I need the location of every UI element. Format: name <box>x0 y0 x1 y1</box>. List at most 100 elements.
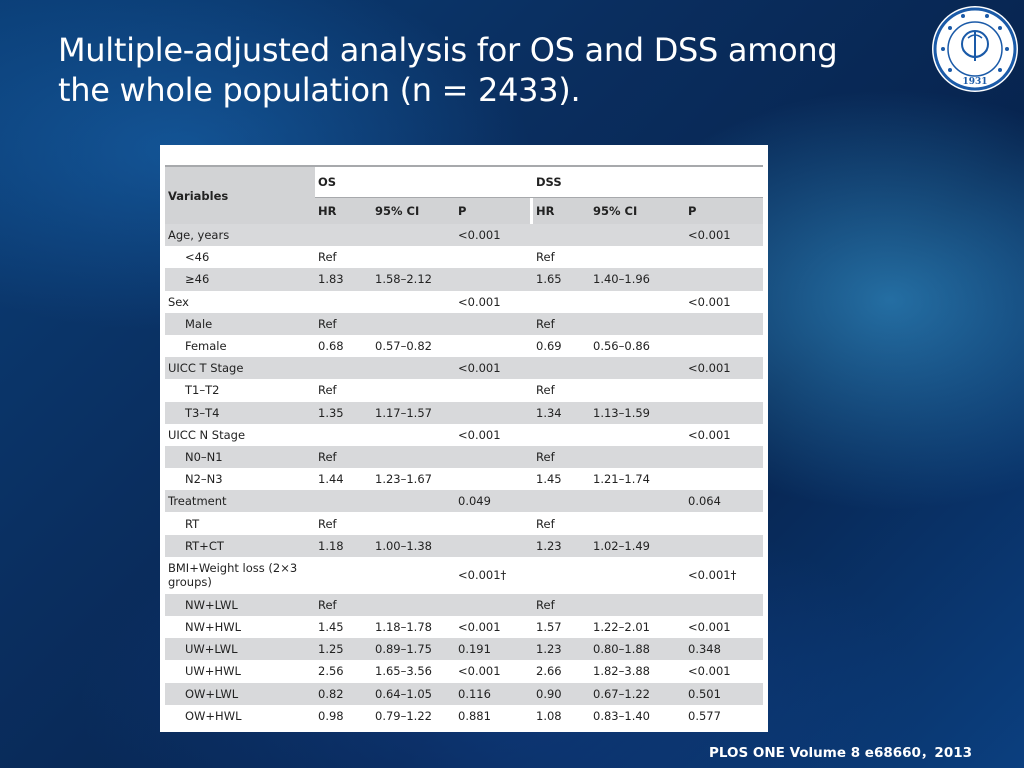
cell-label: UICC N Stage <box>168 427 246 442</box>
cell-label: NW+HWL <box>185 620 242 635</box>
header-dss-ci: 95% CI <box>590 197 686 224</box>
cell-dss-hr: 1.08 <box>536 708 562 723</box>
cell-os-p <box>455 401 531 424</box>
cell-dss-p: <0.001 <box>685 357 764 380</box>
cell-os-ci <box>372 312 455 335</box>
cell-os-ci <box>372 224 455 247</box>
cell-dss-p <box>685 312 764 335</box>
cell-os-ci: 1.17–1.57 <box>372 401 455 424</box>
cell-os-p: <0.001 <box>458 664 501 679</box>
cell-os-hr: 2.56 <box>318 664 344 679</box>
cell-dss-ci: 1.02–1.49 <box>590 534 686 557</box>
cell-os-hr <box>315 557 372 594</box>
cell-dss-p <box>685 534 764 557</box>
cell-dss-hr: Ref <box>533 593 591 616</box>
cell-os-p <box>455 445 531 469</box>
slide-title-line-2: the whole population (n = 2433). <box>58 71 581 109</box>
cell-dss-ci: 0.83–1.40 <box>593 708 650 723</box>
cell-dss-p: <0.001 <box>688 294 731 309</box>
header-dss-p: P <box>685 197 764 224</box>
table-top-rule <box>165 145 763 167</box>
cell-dss-ci: 1.21–1.74 <box>593 472 650 487</box>
cell-dss-p: <0.001 <box>685 224 764 247</box>
cell-os-ci <box>372 490 455 513</box>
cell-label: BMI+Weight loss (2×3 groups) <box>168 561 298 590</box>
cell-dss-hr: 0.90 <box>533 682 591 705</box>
cell-os-hr: 0.68 <box>318 339 344 354</box>
cell-dss-ci <box>590 557 685 594</box>
table-row: OW+LWL 0.82 0.64–1.05 0.116 0.90 0.67–1.22 0.5… <box>165 682 764 705</box>
cell-dss-ci: 0.67–1.22 <box>590 682 686 705</box>
cell-os-hr: Ref <box>315 312 372 335</box>
cell-os-p: 0.881 <box>458 708 491 723</box>
cell-os-ci <box>372 593 455 616</box>
cell-os-ci <box>372 379 455 401</box>
cell-dss-ci <box>590 357 686 380</box>
cell-os-ci: 0.64–1.05 <box>372 682 455 705</box>
cell-os-ci <box>372 424 455 446</box>
cell-dss-ci: 1.13–1.59 <box>590 401 686 424</box>
cell-dss-p <box>685 512 763 534</box>
table-row: UW+LWL 1.25 0.89–1.75 0.191 1.23 0.80–1.88 0.3… <box>165 638 764 661</box>
table-row: ≥46 1.83 1.58–2.12 1.65 1.40–1.96 <box>165 268 764 291</box>
cell-dss-ci <box>590 312 686 335</box>
cell-dss-hr: 2.66 <box>536 664 562 679</box>
cell-os-p <box>455 246 530 268</box>
cell-dss-hr: 1.57 <box>536 620 562 635</box>
table-row: RT Ref Ref <box>165 512 763 535</box>
cell-dss-p: <0.001 <box>688 427 731 442</box>
cell-os-p <box>455 335 530 357</box>
cell-os-hr: 1.35 <box>315 401 372 424</box>
cell-os-ci: 1.18–1.78 <box>375 620 432 635</box>
cell-dss-hr: Ref <box>536 250 555 265</box>
cell-os-p: <0.001 <box>458 427 501 442</box>
header-os-hr: HR <box>315 197 372 224</box>
cell-dss-ci <box>590 593 686 616</box>
table-row: RT+CT 1.18 1.00–1.38 1.23 1.02–1.49 <box>165 534 764 557</box>
table-row: <46 Ref Ref <box>165 246 763 269</box>
cell-dss-p: 0.064 <box>685 490 764 513</box>
cell-label: UICC T Stage <box>165 357 315 380</box>
cell-dss-p: 0.348 <box>685 638 764 661</box>
cell-label: ≥46 <box>165 268 315 291</box>
cell-os-ci <box>372 557 455 594</box>
table-body: Age, years <0.001 <0.001 <46 Ref Ref ≥46 1.83 1.… <box>165 224 764 727</box>
cell-os-ci: 1.58–2.12 <box>372 268 455 291</box>
cell-dss-hr: 1.23 <box>533 638 591 661</box>
cell-dss-hr: Ref <box>536 516 555 531</box>
cell-dss-hr <box>533 224 591 247</box>
cell-label: RT <box>185 516 200 531</box>
cell-dss-hr: Ref <box>533 312 591 335</box>
header-os-ci: 95% CI <box>372 197 455 224</box>
table-row: UICC T Stage <0.001 <0.001 <box>165 357 764 380</box>
cell-dss-hr <box>533 557 590 594</box>
table-row: T1–T2 Ref Ref <box>165 379 763 402</box>
cell-os-ci: 0.79–1.22 <box>375 708 432 723</box>
cell-os-p: 0.116 <box>455 682 531 705</box>
cell-dss-ci <box>590 224 686 247</box>
cell-dss-ci <box>590 490 686 513</box>
cell-os-p <box>455 268 531 291</box>
cell-os-ci: 0.89–1.75 <box>372 638 455 661</box>
cell-label: NW+LWL <box>165 593 315 616</box>
logo-year: 1931 <box>962 77 987 87</box>
cell-label: Sex <box>168 294 189 309</box>
cell-os-hr: 1.18 <box>315 534 372 557</box>
cell-os-p: 0.191 <box>455 638 531 661</box>
cell-os-ci: 1.00–1.38 <box>372 534 455 557</box>
cell-os-ci <box>372 357 455 380</box>
cell-dss-p <box>685 445 764 469</box>
table-row: NW+LWL Ref Ref <box>165 593 764 616</box>
cell-dss-p: 0.577 <box>688 708 721 723</box>
cell-os-p: <0.001† <box>458 568 507 583</box>
cell-dss-ci: 1.22–2.01 <box>593 620 650 635</box>
table-row: N0–N1 Ref Ref <box>165 445 764 469</box>
results-table-panel: Variables OS DSS HR 95% CI P HR 95% CI P… <box>160 145 768 732</box>
cell-dss-p: 0.501 <box>685 682 764 705</box>
cell-label: N2–N3 <box>185 472 223 487</box>
cell-os-p <box>455 312 531 335</box>
cell-label: T1–T2 <box>185 383 220 398</box>
cell-label: Age, years <box>165 224 315 247</box>
header-dss-hr: HR <box>533 197 591 224</box>
cell-dss-ci <box>590 512 685 534</box>
